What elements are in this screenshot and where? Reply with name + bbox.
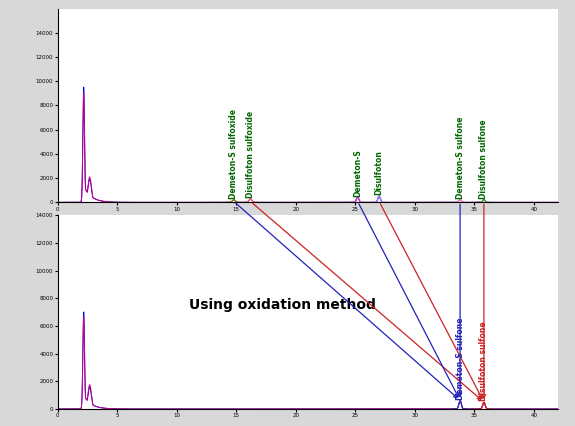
Text: Demeton-S sulfone: Demeton-S sulfone (455, 317, 465, 400)
Text: Disulfoton: Disulfoton (374, 150, 384, 196)
Text: Disulfoton sulfone: Disulfoton sulfone (480, 322, 488, 401)
Text: Using oxidation method: Using oxidation method (189, 298, 375, 312)
Text: Disulfoton sulfone: Disulfoton sulfone (480, 119, 488, 199)
Text: Disulfoton sulfoxide: Disulfoton sulfoxide (246, 111, 255, 198)
Text: Demeton-S: Demeton-S (353, 149, 362, 196)
Text: Demeton-S sulfone: Demeton-S sulfone (455, 116, 465, 199)
Text: Demeton-S sulfoxide: Demeton-S sulfoxide (229, 109, 238, 199)
